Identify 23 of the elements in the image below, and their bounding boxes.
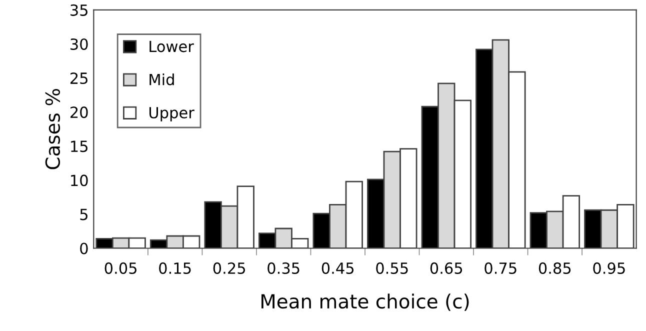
x-tick-label: 0.95 — [593, 262, 625, 274]
y-tick-label: 0 — [80, 242, 88, 254]
x-tick-label: 0.35 — [268, 262, 300, 274]
x-tick-label: 0.55 — [376, 262, 408, 274]
legend-label: Mid — [150, 73, 174, 86]
x-tick-label: 0.45 — [322, 262, 354, 274]
legend-label: Lower — [150, 40, 194, 52]
y-tick-label: 5 — [80, 208, 88, 220]
x-tick-label: 0.15 — [159, 262, 191, 274]
y-tick-label: 30 — [70, 38, 88, 50]
x-tick-label: 0.65 — [430, 262, 462, 274]
x-tick-label: 0.85 — [538, 262, 571, 274]
x-tick-label: 0.25 — [213, 262, 246, 274]
y-tick-label: 25 — [70, 72, 88, 84]
x-tick-label: 0.05 — [104, 262, 136, 274]
y-tick-label: 10 — [71, 174, 88, 186]
y-tick-label: 15 — [71, 140, 88, 152]
y-axis-title: Cases % — [45, 88, 60, 170]
y-tick-label: 35 — [70, 4, 88, 16]
x-axis-title: Mean mate choice (c) — [262, 294, 469, 311]
x-tick-label: 0.75 — [484, 262, 516, 274]
y-tick-label: 20 — [70, 106, 88, 118]
legend-label: Upper — [149, 107, 194, 122]
